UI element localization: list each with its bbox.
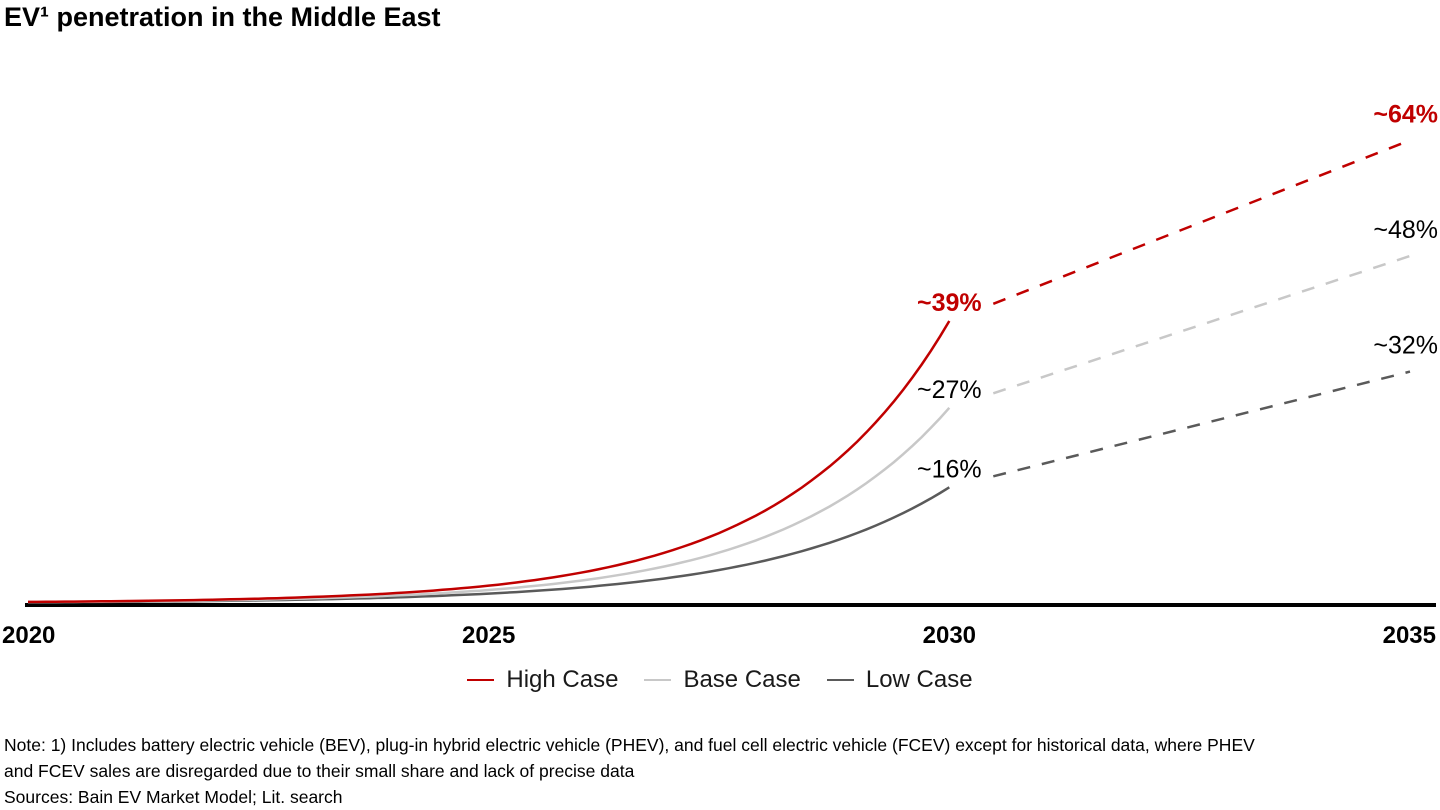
base-case-dashed-line — [992, 254, 1411, 395]
ev-penetration-line-chart: 2020 2025 2030 2035 ~16% ~32% ~27% ~48% ~39% ~64% — [2, 100, 1438, 649]
note-line-2: and FCEV sales are disregarded due to th… — [4, 761, 635, 781]
base-case-line-icon — [644, 679, 672, 681]
high-case-2035-value-label: ~64% — [1373, 100, 1438, 128]
high-case-line-icon — [467, 679, 495, 681]
x-tick-label-2035: 2035 — [1383, 622, 1436, 649]
low-case-line-icon — [826, 679, 854, 681]
high-case-solid-line — [28, 320, 951, 604]
legend-label-base-case: Base Case — [683, 666, 801, 693]
high-case-dashed-line — [992, 139, 1411, 305]
low-case-dashed-line — [992, 370, 1411, 478]
note-line-1: Note: 1) Includes battery electric vehic… — [4, 735, 1255, 755]
page-title: EV¹ penetration in the Middle East — [4, 2, 441, 32]
legend-label-high-case: High Case — [506, 666, 619, 693]
base-case-2030-value-label: ~27% — [917, 376, 982, 404]
high-case-2030-value-label: ~39% — [917, 289, 982, 317]
x-tick-label-2020: 2020 — [2, 622, 55, 649]
legend-item-high-case: High Case — [467, 666, 618, 694]
sources-line: Sources: Bain EV Market Model; Lit. sear… — [4, 787, 343, 807]
chart-legend: High Case Base Case Low Case — [0, 666, 1440, 694]
low-case-2030-value-label: ~16% — [917, 455, 982, 483]
legend-item-base-case: Base Case — [644, 666, 801, 694]
footnotes: Note: 1) Includes battery electric vehic… — [4, 732, 1440, 810]
x-tick-label-2025: 2025 — [462, 622, 515, 649]
low-case-2035-value-label: ~32% — [1373, 332, 1438, 360]
legend-item-low-case: Low Case — [826, 666, 973, 694]
x-tick-label-2030: 2030 — [923, 622, 976, 649]
base-case-solid-line — [28, 406, 951, 604]
base-case-2035-value-label: ~48% — [1373, 216, 1438, 244]
legend-label-low-case: Low Case — [865, 666, 973, 693]
